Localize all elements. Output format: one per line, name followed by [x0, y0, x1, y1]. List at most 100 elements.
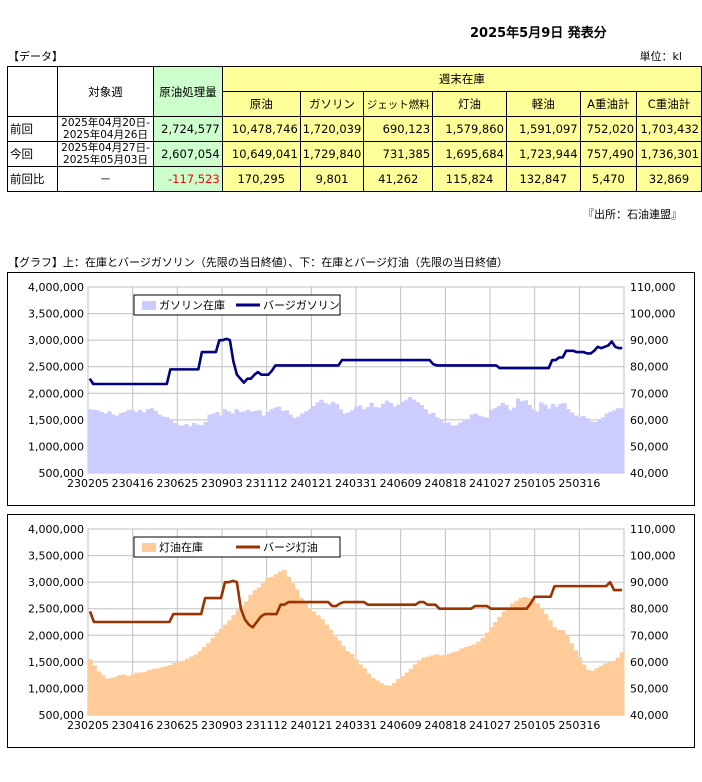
stock-bar: [323, 402, 328, 473]
stock-bar: [450, 425, 455, 473]
stock-bar: [535, 411, 540, 473]
stock-bars: [88, 397, 625, 473]
legend-swatch-stock: [142, 543, 156, 552]
stock-bar: [446, 653, 452, 715]
stock-bar: [311, 611, 317, 715]
y-left-tick-label: 500,000: [39, 709, 85, 722]
stock-bar: [239, 605, 245, 715]
table-cell: 752,020: [579, 116, 638, 142]
stock-bar: [577, 417, 582, 473]
y-right-tick-label: 100,000: [630, 308, 676, 321]
table-cell: 757,490: [579, 141, 638, 167]
y-left-tick-label: 3,000,000: [28, 334, 84, 347]
stock-bar: [539, 608, 545, 715]
col-header: 原油: [221, 91, 301, 117]
stock-bar: [620, 408, 625, 473]
stock-bar: [597, 419, 602, 473]
stock-bar: [504, 404, 509, 473]
stock-bar: [501, 611, 507, 715]
stock-bar: [151, 668, 156, 715]
y-left-tick-label: 2,500,000: [28, 603, 84, 616]
y-left-tick-label: 2,000,000: [28, 629, 84, 642]
x-tick-label: 250105: [514, 477, 556, 490]
legend-label-price: バージガソリン: [263, 299, 340, 312]
x-tick-label: 230625: [156, 719, 198, 732]
stock-bar: [412, 664, 418, 715]
row-label: 前回: [7, 116, 58, 142]
stock-bar: [192, 423, 197, 473]
stock-bar: [155, 668, 161, 715]
stock-bar: [383, 685, 389, 715]
stock-bar: [324, 624, 329, 715]
stock-bar: [358, 664, 363, 715]
stock-bar: [276, 406, 282, 473]
stock-bar: [489, 409, 494, 473]
stock-bar: [153, 410, 158, 473]
stock-bar: [147, 669, 152, 715]
stock-bar: [226, 411, 232, 473]
stock-bar: [201, 646, 207, 715]
stock-bar: [522, 597, 528, 715]
stock-bar: [362, 668, 367, 715]
stock-bar: [261, 415, 266, 473]
stock-bar: [311, 406, 316, 473]
y-left-tick-label: 4,000,000: [28, 281, 84, 294]
table-cell: 1,723,944: [505, 141, 581, 167]
stock-bar: [564, 635, 570, 715]
stock-bar: [211, 413, 216, 473]
stock-bar: [328, 629, 334, 715]
header-weekend-stock: 週末在庫: [221, 66, 702, 92]
stock-bar: [589, 421, 594, 473]
barge-price-line: [88, 337, 623, 386]
stock-bar: [516, 398, 521, 473]
stock-bar: [366, 673, 372, 715]
stock-bar: [168, 665, 173, 715]
stock-bar: [290, 583, 296, 715]
stock-bar: [341, 645, 346, 715]
stock-bar: [231, 615, 237, 715]
stock-bar: [548, 620, 553, 715]
table-cell: 1,695,684: [432, 141, 507, 167]
stock-bar: [269, 409, 274, 473]
stock-bar: [600, 417, 606, 473]
header-crude-processing: 原油処理量: [153, 66, 223, 117]
kerosene-chart-panel: 4,000,000 3,500,000 3,000,000 2,500,000 2,00…: [7, 514, 695, 748]
x-tick-label: 230416: [112, 719, 154, 732]
stock-bar: [442, 423, 448, 473]
stock-bar: [349, 653, 355, 715]
week-range: 2025年04月27日- 2025年05月03日: [56, 141, 155, 167]
stock-bar: [496, 406, 502, 473]
stock-bar: [459, 648, 465, 715]
stock-bar: [292, 418, 297, 473]
stock-bar: [429, 655, 435, 715]
x-tick-label: 240818: [424, 477, 466, 490]
stock-bar: [365, 407, 370, 473]
stock-bar: [104, 678, 110, 715]
stock-bar: [296, 416, 301, 473]
y-left-tick-label: 3,500,000: [28, 308, 84, 321]
stock-bar: [505, 607, 511, 715]
table-cell: 1,720,039: [299, 116, 365, 142]
stock-bar: [526, 598, 532, 715]
stock-bar: [157, 414, 162, 473]
stock-bar: [130, 674, 135, 715]
week-start: 2025年04月20日-: [61, 117, 150, 129]
stock-bar: [438, 419, 444, 473]
stock-bar: [345, 651, 351, 715]
stock-bar: [350, 410, 355, 473]
y-left-tick-label: 4,000,000: [28, 523, 84, 536]
table-cell: 10,649,041: [221, 141, 301, 167]
table-cell: 41,262: [363, 166, 434, 192]
stock-bar: [458, 422, 463, 473]
stock-bar: [585, 418, 590, 473]
stock-bar: [185, 658, 190, 715]
stock-bar: [234, 409, 239, 473]
stock-bar: [197, 651, 203, 715]
stock-bar: [612, 410, 617, 473]
stock-bar: [518, 598, 524, 715]
stock-bar: [161, 416, 166, 473]
stock-bar: [546, 408, 552, 473]
stock-bar: [125, 676, 131, 715]
stock-bar: [465, 419, 471, 473]
table-row: 今回 2025年04月27日- 2025年05月03日 2,607,054 10,…: [7, 141, 702, 167]
